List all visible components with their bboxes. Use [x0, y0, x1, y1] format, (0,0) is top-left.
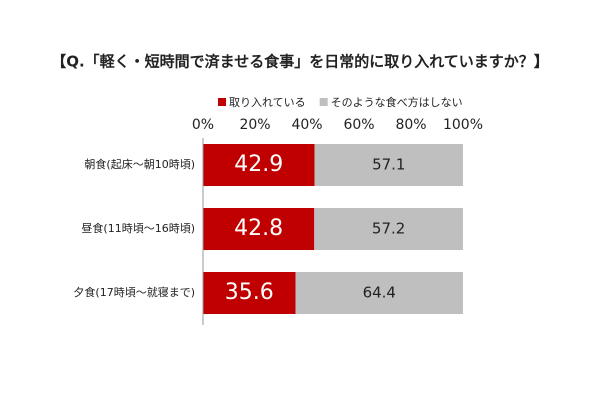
x-tick-label: 60%: [343, 117, 374, 133]
chart-title: 【Q.「軽く・短時間で済ませる食事」を日常的に取り入れていますか？】: [51, 53, 549, 71]
x-tick-label: 20%: [239, 117, 270, 133]
bar-segment: [203, 208, 315, 250]
bar-segment: [295, 272, 463, 314]
x-tick-label: 80%: [395, 117, 426, 133]
y-tick-label: 昼食(11時頃～16時頃): [81, 221, 195, 235]
legend-swatch: [218, 98, 226, 106]
bar-segment: [203, 144, 315, 186]
bar-segment: [314, 144, 463, 186]
legend-label: そのような食べ方はしない: [331, 95, 463, 109]
y-tick-label: 夕食(17時頃～就寝まで): [73, 285, 195, 299]
legend-label: 取り入れている: [229, 96, 306, 109]
x-tick-label: 40%: [291, 117, 322, 133]
data-label: 42.9: [234, 152, 283, 177]
data-label: 57.1: [372, 156, 405, 174]
legend-swatch: [319, 98, 328, 106]
bar-segment: [314, 208, 463, 250]
y-tick-label: 朝食(起床～朝10時頃): [84, 157, 195, 171]
bar-segment: [203, 272, 296, 314]
data-label: 35.6: [225, 280, 274, 305]
data-label: 64.4: [363, 284, 396, 302]
data-label: 42.8: [234, 216, 283, 241]
x-tick-label: 0%: [192, 117, 214, 133]
data-label: 57.2: [372, 220, 405, 238]
x-tick-label: 100%: [443, 117, 483, 133]
